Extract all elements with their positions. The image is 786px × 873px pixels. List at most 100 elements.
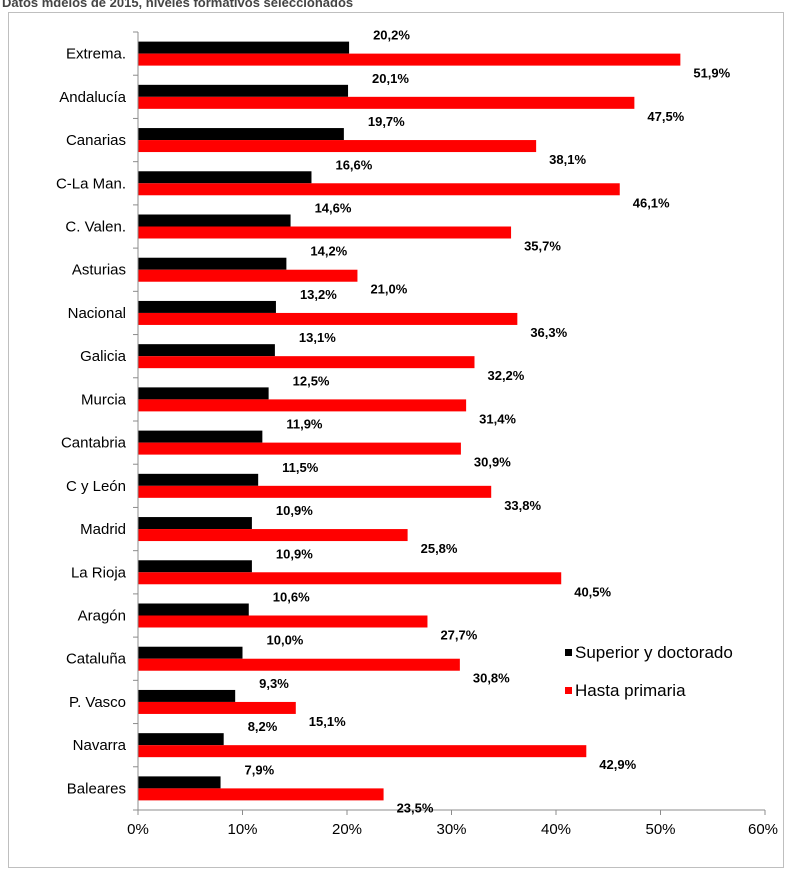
data-label-superior: 10,0% [267,633,304,648]
data-label-superior: 12,5% [293,373,330,388]
data-label-superior: 20,1% [372,71,409,86]
bar-primaria [138,356,475,369]
data-label-primaria: 15,1% [309,714,346,729]
bar-superior [138,430,263,443]
data-label-primaria: 30,9% [474,455,511,470]
data-label-primaria: 25,8% [421,541,458,556]
bar-superior [138,84,349,97]
category-label: Asturias [72,262,126,279]
category-label: Navarra [73,737,127,754]
legend: Superior y doctorado Hasta primaria [565,643,733,700]
category-label: Nacional [68,305,126,322]
bar-primaria [138,53,681,66]
data-label-primaria: 21,0% [370,282,407,297]
x-tick-label: 0% [127,821,149,838]
x-tick-label: 20% [332,821,362,838]
data-label-superior: 8,2% [248,719,278,734]
bar-primaria [138,183,620,196]
bar-primaria [138,658,460,671]
page-title: Datos mdeios de 2015, niveles formativos… [2,0,354,10]
bar-primaria [138,312,518,325]
data-label-superior: 11,9% [286,417,323,432]
bar-primaria [138,96,635,109]
category-label: Aragón [78,608,126,625]
legend-label-primaria: Hasta primaria [575,681,686,700]
data-label-primaria: 33,8% [504,498,541,513]
bar-primaria [138,529,408,542]
bar-superior [138,733,224,746]
data-label-superior: 13,2% [300,287,337,302]
data-label-primaria: 35,7% [524,239,561,254]
data-label-superior: 19,7% [368,114,405,129]
data-label-superior: 20,2% [373,28,410,43]
category-label: C-La Man. [56,175,126,192]
data-label-primaria: 31,4% [479,411,516,426]
data-label-primaria: 27,7% [440,628,477,643]
category-label: Madrid [80,521,126,538]
bar-primaria [138,701,296,714]
data-label-primaria: 46,1% [633,195,670,210]
data-label-primaria: 30,8% [473,671,510,686]
bar-superior [138,300,276,313]
category-label: Andalucía [59,89,126,106]
bar-primaria [138,442,461,455]
x-tick-label: 60% [748,821,778,838]
data-label-primaria: 51,9% [693,66,730,81]
x-tick-label: 40% [541,821,571,838]
category-label: La Rioja [71,564,127,581]
data-label-primaria: 38,1% [549,152,586,167]
category-label: Murcia [81,391,127,408]
data-label-primaria: 40,5% [574,584,611,599]
bar-superior [138,387,269,400]
data-label-superior: 10,6% [273,590,310,605]
bar-primaria [138,269,358,282]
bar-chart: Extrema. Andalucía Canarias C-La Man. C. Val… [8,12,784,868]
bar-superior [138,517,252,530]
chart-frame: Extrema. Andalucía Canarias C-La Man. C. Val… [8,12,784,868]
data-label-primaria: 32,2% [487,368,524,383]
bars-layer [138,41,681,801]
legend-swatch-superior [565,649,572,656]
bar-superior [138,689,236,702]
data-label-superior: 13,1% [299,330,336,345]
bar-superior [138,560,252,573]
bar-superior [138,257,287,270]
bar-primaria [138,745,587,758]
bar-superior [138,171,312,184]
bar-superior [138,214,291,227]
data-label-primaria: 42,9% [599,757,636,772]
bar-primaria [138,226,512,239]
x-tick-label: 30% [436,821,466,838]
labels-layer: 20,2% 51,9% 20,1% 47,5% 19,7% 38,1% 16,6% 46,1%… [245,28,731,816]
data-label-superior: 10,9% [276,503,313,518]
legend-swatch-primaria [565,687,572,694]
category-label: Baleares [67,780,126,797]
category-label: C. Valen. [65,219,126,236]
category-label: Galicia [80,348,127,365]
bar-superior [138,128,344,141]
bar-primaria [138,788,384,801]
bar-primaria [138,140,537,153]
bar-primaria [138,615,428,628]
bar-superior [138,473,259,486]
category-label: Canarias [66,132,126,149]
data-label-superior: 7,9% [245,762,275,777]
bar-superior [138,646,243,659]
bar-superior [138,41,350,54]
bar-primaria [138,572,562,585]
category-label: Extrema. [66,46,126,63]
data-label-superior: 11,5% [282,460,319,475]
legend-label-superior: Superior y doctorado [575,643,733,662]
category-label: Cantabria [61,435,127,452]
data-label-superior: 10,9% [276,546,313,561]
data-label-superior: 14,2% [310,244,347,259]
data-label-primaria: 23,5% [397,800,434,815]
x-tick-label: 50% [645,821,675,838]
data-label-superior: 16,6% [335,157,372,172]
bar-superior [138,603,249,616]
category-label: P. Vasco [69,694,126,711]
bar-superior [138,776,221,789]
data-label-superior: 14,6% [315,201,352,216]
bar-primaria [138,399,467,412]
category-label: C y León [66,478,126,495]
